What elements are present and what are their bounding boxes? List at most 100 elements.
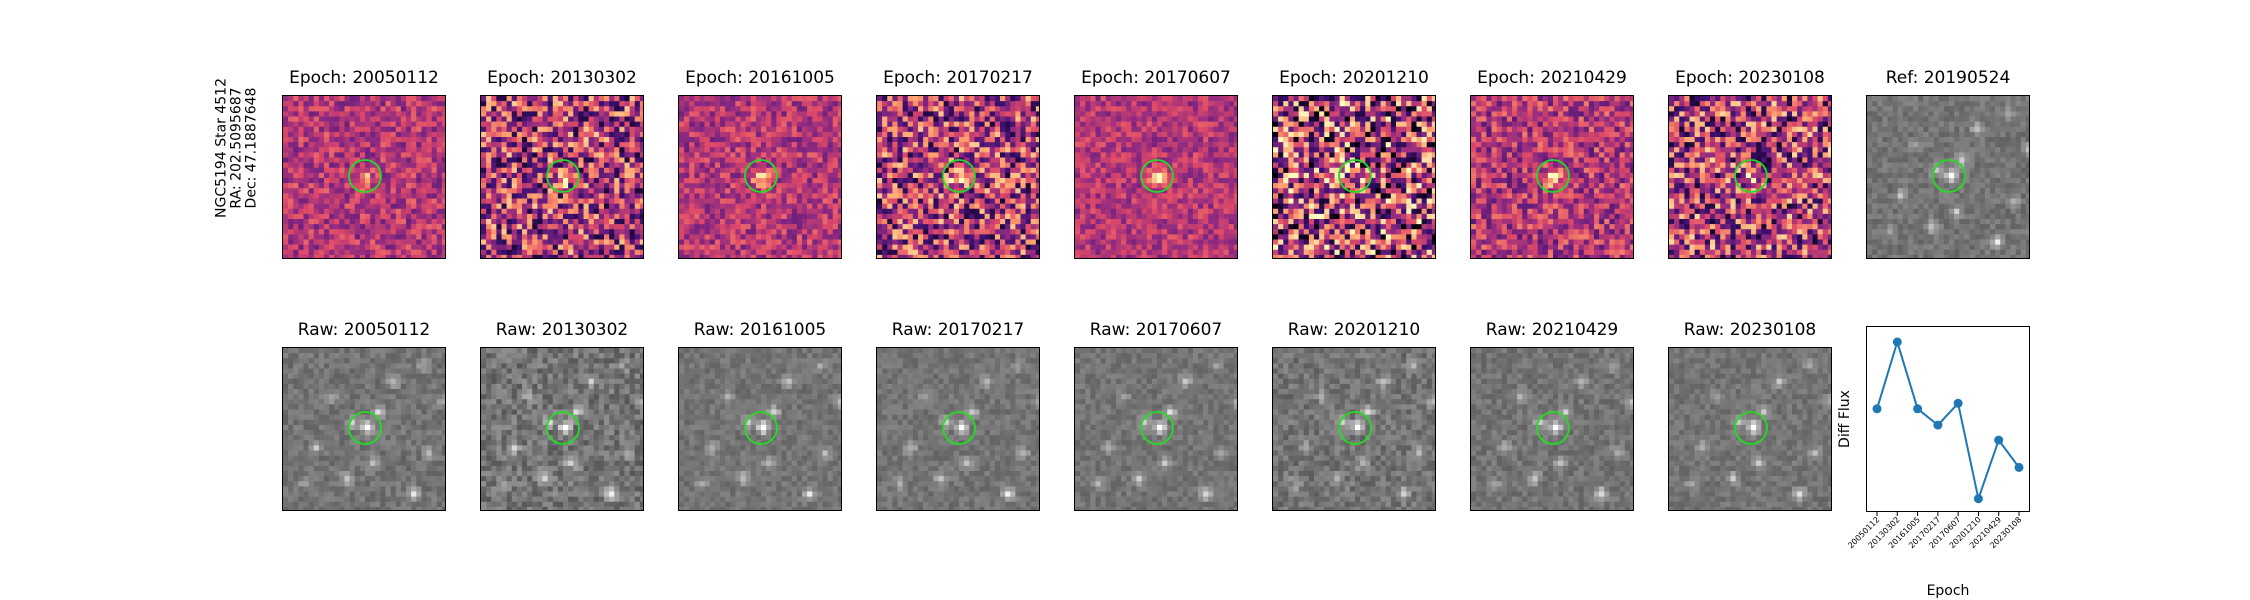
panel-title: Epoch: 20130302 <box>487 68 637 88</box>
aperture-circle <box>1140 411 1174 445</box>
image-frame <box>1668 95 1832 259</box>
aperture-circle <box>1338 159 1372 193</box>
data-point <box>1973 494 1983 504</box>
lightcurve-xticks: 2005011220130302201610052017021720170607… <box>1846 512 2023 550</box>
image-frame <box>282 95 446 259</box>
lightcurve-ylabel: Diff Flux <box>1837 390 1853 448</box>
image-frame <box>1074 347 1238 511</box>
aperture-circle <box>1734 159 1768 193</box>
image-frame <box>678 347 842 511</box>
raw-panel: Raw: 20210429 <box>1470 320 1634 511</box>
lightcurve-plot <box>1866 326 2030 512</box>
difference-image <box>283 96 445 258</box>
difference-image <box>877 96 1039 258</box>
panel-title: Ref: 20190524 <box>1885 68 2011 88</box>
series-line <box>1876 338 2020 503</box>
aperture-circle <box>348 411 382 445</box>
raw-image <box>679 348 841 510</box>
image-frame <box>876 95 1040 259</box>
aperture-circle <box>1536 411 1570 445</box>
panel-title: Raw: 20201210 <box>1287 320 1421 340</box>
raw-panel: Raw: 20050112 <box>282 320 446 511</box>
raw-image <box>877 348 1039 510</box>
lightcurve-svg <box>1872 337 2024 504</box>
diff-panel: Epoch: 20050112 <box>282 68 446 259</box>
image-frame <box>480 347 644 511</box>
image-frame <box>1470 347 1634 511</box>
panel-title: Epoch: 20161005 <box>685 68 835 88</box>
difference-image <box>481 96 643 258</box>
star-ra: RA: 202.5095687 <box>228 87 245 209</box>
panel-title: Raw: 20170217 <box>891 320 1025 340</box>
panel-title: Raw: 20170607 <box>1089 320 1223 340</box>
image-frame <box>480 95 644 259</box>
diff-panel: Epoch: 20161005 <box>678 68 842 259</box>
difference-image <box>679 96 841 258</box>
difference-image <box>1075 96 1237 258</box>
diff-panel: Epoch: 20170607 <box>1074 68 1238 259</box>
diff-panel: Epoch: 20210429 <box>1470 68 1634 259</box>
data-point <box>1994 435 2004 445</box>
diff-panel: Epoch: 20130302 <box>480 68 644 259</box>
panel-title: Raw: 20230108 <box>1683 320 1817 340</box>
diff-panel: Epoch: 20201210 <box>1272 68 1436 259</box>
raw-image <box>1867 96 2029 258</box>
aperture-circle <box>348 159 382 193</box>
panel-title: Epoch: 20170217 <box>883 68 1033 88</box>
diff-panel: Epoch: 20230108 <box>1668 68 1832 259</box>
image-frame <box>1272 95 1436 259</box>
image-frame <box>1470 95 1634 259</box>
diff-panel: Epoch: 20170217 <box>876 68 1040 259</box>
raw-image <box>283 348 445 510</box>
raw-image <box>1471 348 1633 510</box>
aperture-circle <box>942 411 976 445</box>
panel-title: Raw: 20130302 <box>495 320 629 340</box>
data-point <box>2014 462 2024 472</box>
image-frame <box>1668 347 1832 511</box>
image-frame <box>1272 347 1436 511</box>
difference-image <box>1273 96 1435 258</box>
raw-image <box>1273 348 1435 510</box>
raw-image <box>1075 348 1237 510</box>
raw-panel: Raw: 20161005 <box>678 320 842 511</box>
panel-title: Raw: 20161005 <box>693 320 827 340</box>
aperture-circle <box>744 411 778 445</box>
image-frame <box>678 95 842 259</box>
panel-title: Epoch: 20201210 <box>1279 68 1429 88</box>
raw-panel: Raw: 20230108 <box>1668 320 1832 511</box>
data-point <box>1872 404 1882 414</box>
raw-panel: Raw: 20201210 <box>1272 320 1436 511</box>
image-frame <box>1866 95 2030 259</box>
raw-image <box>1669 348 1831 510</box>
aperture-circle <box>546 159 580 193</box>
difference-image <box>1471 96 1633 258</box>
data-point <box>1933 420 1943 430</box>
image-frame <box>876 347 1040 511</box>
star-dec: Dec: 47.1887648 <box>243 87 260 209</box>
ref-panel: Ref: 20190524 <box>1866 68 2030 259</box>
aperture-circle <box>744 159 778 193</box>
data-point <box>1953 398 1963 408</box>
aperture-circle <box>1536 159 1570 193</box>
panel-title: Epoch: 20210429 <box>1477 68 1627 88</box>
star-info-label: NGC5194 Star 4512 RA: 202.5095687 Dec: 4… <box>214 66 260 230</box>
aperture-circle <box>546 411 580 445</box>
raw-panel: Raw: 20130302 <box>480 320 644 511</box>
panel-title: Raw: 20050112 <box>297 320 431 340</box>
raw-image <box>481 348 643 510</box>
panel-title: Epoch: 20050112 <box>289 68 439 88</box>
aperture-circle <box>1338 411 1372 445</box>
image-frame <box>1074 95 1238 259</box>
aperture-circle <box>1140 159 1174 193</box>
lightcurve-xlabel: Epoch <box>1926 583 1970 599</box>
aperture-circle <box>1932 159 1966 193</box>
panel-title: Epoch: 20170607 <box>1081 68 1231 88</box>
raw-panel: Raw: 20170217 <box>876 320 1040 511</box>
data-point <box>1892 337 1902 347</box>
raw-panel: Raw: 20170607 <box>1074 320 1238 511</box>
panel-title: Raw: 20210429 <box>1485 320 1619 340</box>
aperture-circle <box>1734 411 1768 445</box>
image-frame <box>282 347 446 511</box>
aperture-circle <box>942 159 976 193</box>
difference-image <box>1669 96 1831 258</box>
